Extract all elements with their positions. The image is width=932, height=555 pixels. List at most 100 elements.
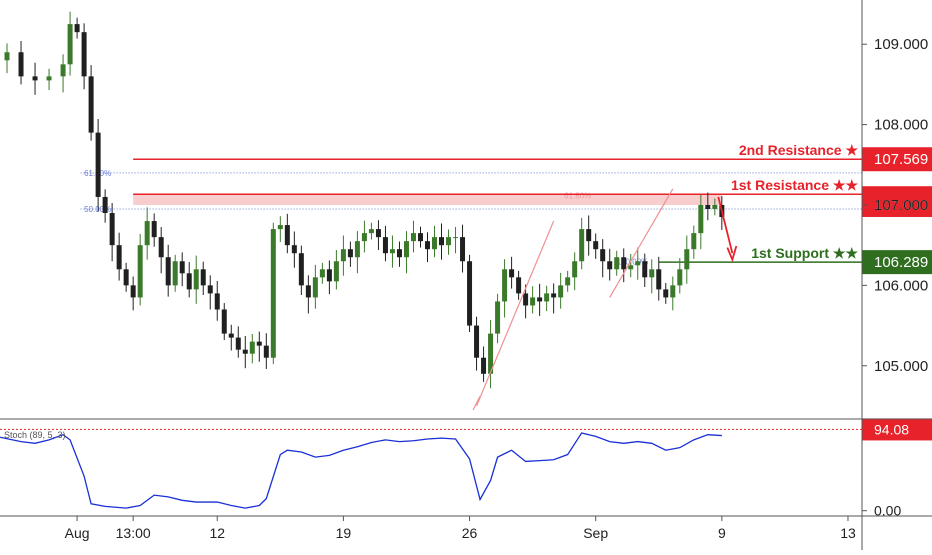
candle-body (663, 289, 669, 298)
level-price-label: 107.569 (874, 151, 928, 168)
x-tick-label: 26 (462, 525, 478, 541)
candle-body (221, 309, 227, 334)
candle-body (579, 229, 585, 262)
y-tick-label: 109.000 (874, 36, 928, 53)
stoch-line (0, 432, 722, 509)
candle-body (410, 233, 416, 242)
candle-body (424, 241, 430, 250)
candle-body (628, 265, 634, 270)
down-arrow-shaft (717, 196, 734, 254)
stoch-marker-box (862, 418, 932, 441)
candle-body (495, 301, 501, 334)
candle-body (467, 261, 473, 326)
level-name: 1st Resistance ★★ (731, 177, 858, 193)
candle-body (403, 241, 409, 258)
candle-body (382, 237, 388, 254)
level-price-box (862, 147, 932, 172)
projection-line-1 (475, 220, 555, 407)
candle-body (214, 293, 220, 310)
candle-body (354, 241, 360, 258)
candle-body (326, 269, 332, 282)
resistance-zone (133, 194, 722, 205)
candle-body (481, 357, 487, 374)
candle-body (361, 233, 367, 242)
candle-body (509, 269, 515, 278)
candle-body (544, 293, 550, 302)
fib-label: 100.00% (617, 257, 649, 266)
candle-body (453, 237, 459, 239)
candle-body (600, 249, 606, 262)
candle-body (137, 245, 143, 298)
candle-body (200, 269, 206, 286)
candle-body (81, 32, 87, 77)
candle-body (151, 221, 157, 238)
candle-body (572, 261, 578, 278)
candle-body (235, 337, 241, 350)
candle-body (95, 132, 101, 197)
candle-body (88, 76, 94, 133)
x-tick-label: Aug (65, 525, 90, 541)
x-tick-label: 13:00 (116, 525, 151, 541)
candle-body (298, 253, 304, 286)
candle-body (284, 225, 290, 246)
candle-body (649, 269, 655, 278)
level-name: 2nd Resistance ★ (739, 142, 859, 158)
candle-body (635, 261, 641, 266)
candle-body (186, 273, 192, 290)
y-tick-label: 108.000 (874, 117, 928, 134)
candle-body (277, 225, 283, 230)
candle-body (586, 229, 592, 242)
candle-body (256, 341, 262, 346)
candle-body (319, 269, 325, 278)
candles (4, 11, 725, 389)
candle-body (123, 269, 129, 286)
candle-body (488, 333, 494, 374)
candle-body (691, 233, 697, 250)
stochastic-panel: 94.08 Stoch (89, 5, 3) 0.00 (0, 418, 932, 519)
current-price-label: 107.000 (874, 197, 928, 214)
candle-body (642, 261, 648, 278)
candle-body (18, 52, 24, 77)
candle-body (270, 229, 276, 358)
horizontal-levels: 2nd Resistance ★ 107.569 1st Resistance ★★… (133, 142, 932, 275)
candle-body (516, 277, 522, 294)
x-tick-label: Sep (583, 525, 608, 541)
x-tick-label: 9 (718, 525, 726, 541)
candle-body (621, 257, 627, 270)
candle-body (263, 345, 269, 358)
current-price-box (862, 192, 932, 217)
candle-body (530, 297, 536, 306)
candle-body (432, 237, 438, 250)
candle-body (60, 64, 66, 77)
y-tick-label: 105.000 (874, 358, 928, 375)
projection-arrowhead (472, 396, 481, 411)
candle-body (249, 341, 255, 354)
candle-body (368, 229, 374, 234)
candle-body (347, 249, 353, 258)
stoch-marker-label: 94.08 (874, 421, 909, 437)
candle-body (158, 237, 164, 258)
candle-body (312, 277, 318, 298)
x-tick-label: 13 (840, 525, 856, 541)
candle-body (102, 196, 108, 214)
x-tick-label: 12 (209, 525, 225, 541)
candle-body (228, 333, 234, 338)
candle-body (340, 249, 346, 262)
candle-body (705, 204, 711, 209)
fib-label: 61.80% (564, 191, 591, 200)
annotations (472, 188, 738, 411)
candle-body (474, 325, 480, 358)
candle-body (116, 245, 122, 270)
candle-body (193, 269, 199, 290)
candle-body (172, 261, 178, 286)
candle-body (439, 237, 445, 246)
projection-line-2 (609, 188, 674, 298)
candle-body (502, 269, 508, 302)
candle-body (607, 261, 613, 270)
candle-body (46, 76, 52, 81)
candle-body (684, 249, 690, 270)
level-name: 1st Support ★★ (751, 245, 858, 261)
